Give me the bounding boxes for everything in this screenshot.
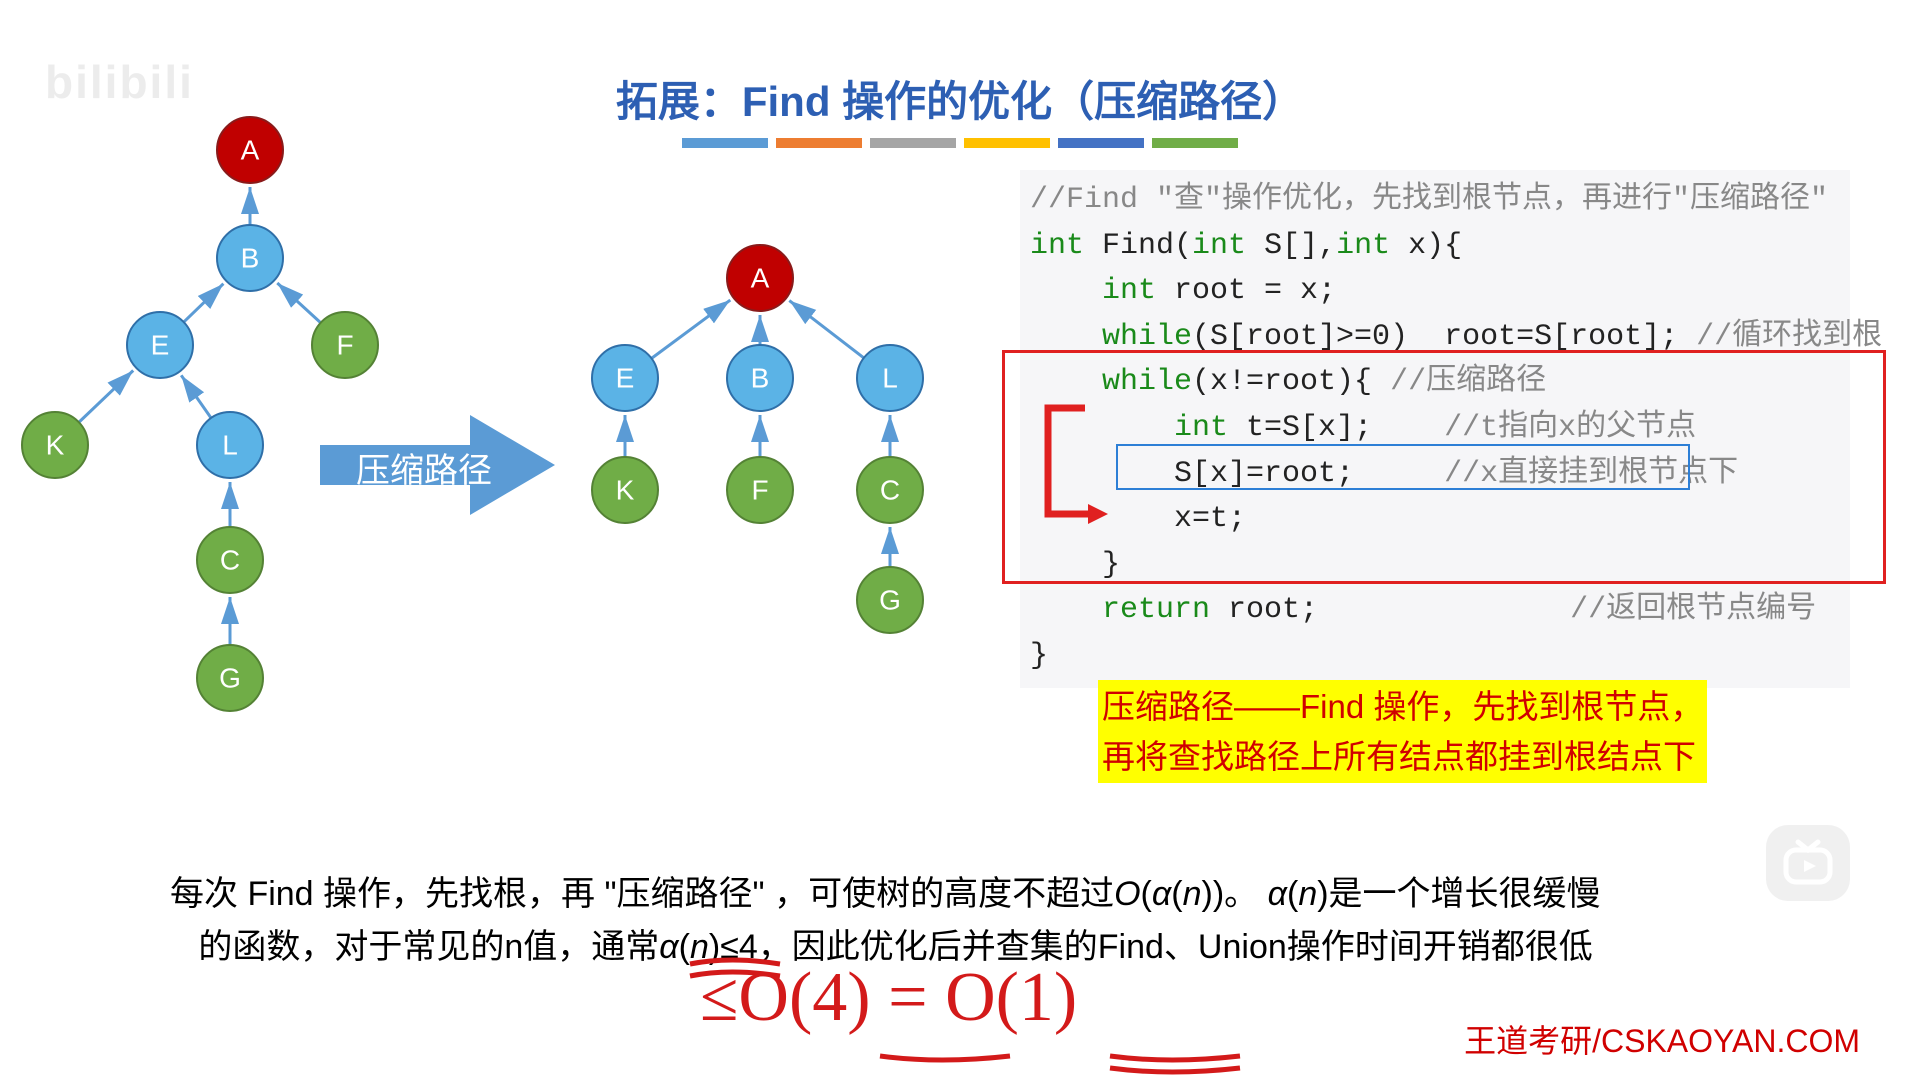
stripe xyxy=(1058,138,1144,148)
highlight-note-line-1: 压缩路径——Find 操作，先找到根节点， xyxy=(1102,682,1703,732)
code-token xyxy=(1030,593,1102,627)
code-token: x){ xyxy=(1390,229,1462,263)
code-line: int t=S[x]; //t指向x的父节点 xyxy=(1030,406,1840,452)
code-token xyxy=(1030,365,1102,399)
code-line: //Find "查"操作优化，先找到根节点，再进行"压缩路径" xyxy=(1030,178,1840,224)
handwriting-complexity: ≤O(4) = O(1) xyxy=(700,958,1077,1038)
highlight-note: 压缩路径——Find 操作，先找到根节点， 再将查找路径上所有结点都挂到根结点下 xyxy=(1098,680,1707,783)
code-line: } xyxy=(1030,543,1840,589)
footer-brand: 王道考研/CSKAOYAN.COM xyxy=(1464,1016,1860,1062)
code-token xyxy=(1030,320,1102,354)
code-line: int root = x; xyxy=(1030,269,1840,315)
tree-node-label: K xyxy=(616,475,635,506)
play-button[interactable] xyxy=(1766,825,1850,901)
code-token: while xyxy=(1102,320,1192,354)
tree-edge xyxy=(652,300,731,358)
code-token: int xyxy=(1192,229,1246,263)
tv-play-icon xyxy=(1780,838,1836,888)
footer-brand-url: /CSKAOYAN.COM xyxy=(1592,1023,1860,1059)
right-tree-diagram: A E B L K F C G xyxy=(0,0,980,740)
code-line: x=t; xyxy=(1030,497,1840,543)
code-token: while xyxy=(1102,365,1192,399)
tree-node-label: B xyxy=(751,363,770,394)
code-token xyxy=(1030,274,1102,308)
tree-node-label: L xyxy=(882,363,898,394)
code-token: //循环找到根 xyxy=(1696,320,1882,354)
code-token: int xyxy=(1174,411,1228,445)
tree-node-label: A xyxy=(751,263,770,294)
code-block: //Find "查"操作优化，先找到根节点，再进行"压缩路径" int Find(… xyxy=(1020,170,1850,688)
tree-edge xyxy=(789,301,864,358)
code-token: //返回根节点编号 xyxy=(1570,593,1816,627)
code-token: root; xyxy=(1210,593,1570,627)
code-token: int xyxy=(1102,274,1156,308)
code-token: //x直接挂到根节点下 xyxy=(1444,457,1738,491)
code-line: } xyxy=(1030,634,1840,680)
code-line: return root; //返回根节点编号 xyxy=(1030,588,1840,634)
code-token: Find( xyxy=(1084,229,1192,263)
code-token: root = x; xyxy=(1156,274,1336,308)
code-token: } xyxy=(1030,548,1120,582)
code-token: S[], xyxy=(1246,229,1336,263)
code-token: //t指向x的父节点 xyxy=(1444,411,1696,445)
code-token: int xyxy=(1030,229,1084,263)
code-token: x=t; xyxy=(1030,502,1246,536)
tree-node-label: F xyxy=(751,475,768,506)
highlight-note-line-2: 再将查找路径上所有结点都挂到根结点下 xyxy=(1102,732,1703,782)
stripe xyxy=(1152,138,1238,148)
code-token: return xyxy=(1102,593,1210,627)
footer-brand-cn: 王道考研 xyxy=(1464,1023,1592,1059)
code-token: int xyxy=(1336,229,1390,263)
tree-node-label: G xyxy=(879,585,901,616)
code-token: //压缩路径 xyxy=(1390,365,1546,399)
code-token: //Find "查"操作优化，先找到根节点，再进行"压缩路径" xyxy=(1030,183,1828,217)
code-line: int Find(int S[],int x){ xyxy=(1030,224,1840,270)
code-token: (x!=root){ xyxy=(1192,365,1390,399)
code-line: while(S[root]>=0) root=S[root]; //循环找到根 xyxy=(1030,315,1840,361)
tree-node-label: E xyxy=(616,363,635,394)
code-token: t=S[x]; xyxy=(1228,411,1444,445)
code-token: (S[root]>=0) root=S[root]; xyxy=(1192,320,1696,354)
tree-node-label: C xyxy=(880,475,900,506)
code-token xyxy=(1030,411,1174,445)
code-token: S[x]=root; xyxy=(1030,457,1444,491)
code-token: } xyxy=(1030,639,1048,673)
code-line: while(x!=root){ //压缩路径 xyxy=(1030,360,1840,406)
code-line: S[x]=root; //x直接挂到根节点下 xyxy=(1030,452,1840,498)
